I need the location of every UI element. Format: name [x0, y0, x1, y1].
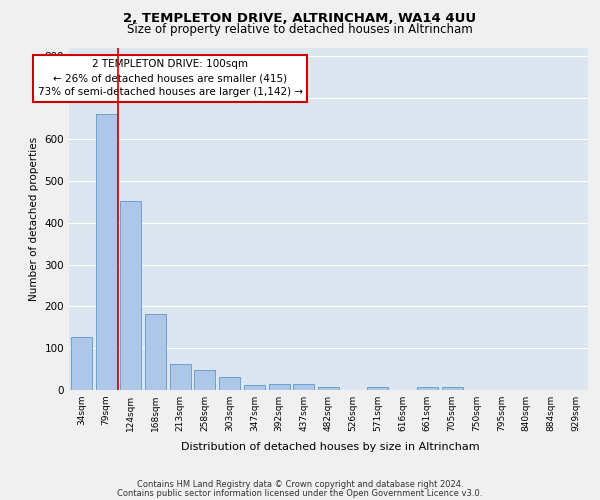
- Y-axis label: Number of detached properties: Number of detached properties: [29, 136, 39, 301]
- Bar: [219, 378, 240, 390]
- Bar: [170, 364, 191, 390]
- Bar: [194, 370, 215, 390]
- Bar: [417, 386, 438, 390]
- Bar: [442, 386, 463, 390]
- Text: Distribution of detached houses by size in Altrincham: Distribution of detached houses by size …: [181, 442, 479, 452]
- Bar: [120, 201, 141, 390]
- Bar: [367, 386, 388, 390]
- Bar: [145, 314, 166, 390]
- Text: Contains HM Land Registry data © Crown copyright and database right 2024.: Contains HM Land Registry data © Crown c…: [137, 480, 463, 489]
- Bar: [269, 384, 290, 390]
- Text: Size of property relative to detached houses in Altrincham: Size of property relative to detached ho…: [127, 22, 473, 36]
- Text: Contains public sector information licensed under the Open Government Licence v3: Contains public sector information licen…: [118, 488, 482, 498]
- Bar: [244, 384, 265, 390]
- Bar: [293, 384, 314, 390]
- Text: 2 TEMPLETON DRIVE: 100sqm
← 26% of detached houses are smaller (415)
73% of semi: 2 TEMPLETON DRIVE: 100sqm ← 26% of detac…: [38, 60, 303, 98]
- Bar: [318, 386, 339, 390]
- Text: 2, TEMPLETON DRIVE, ALTRINCHAM, WA14 4UU: 2, TEMPLETON DRIVE, ALTRINCHAM, WA14 4UU: [124, 12, 476, 26]
- Bar: [95, 114, 116, 390]
- Bar: [71, 336, 92, 390]
